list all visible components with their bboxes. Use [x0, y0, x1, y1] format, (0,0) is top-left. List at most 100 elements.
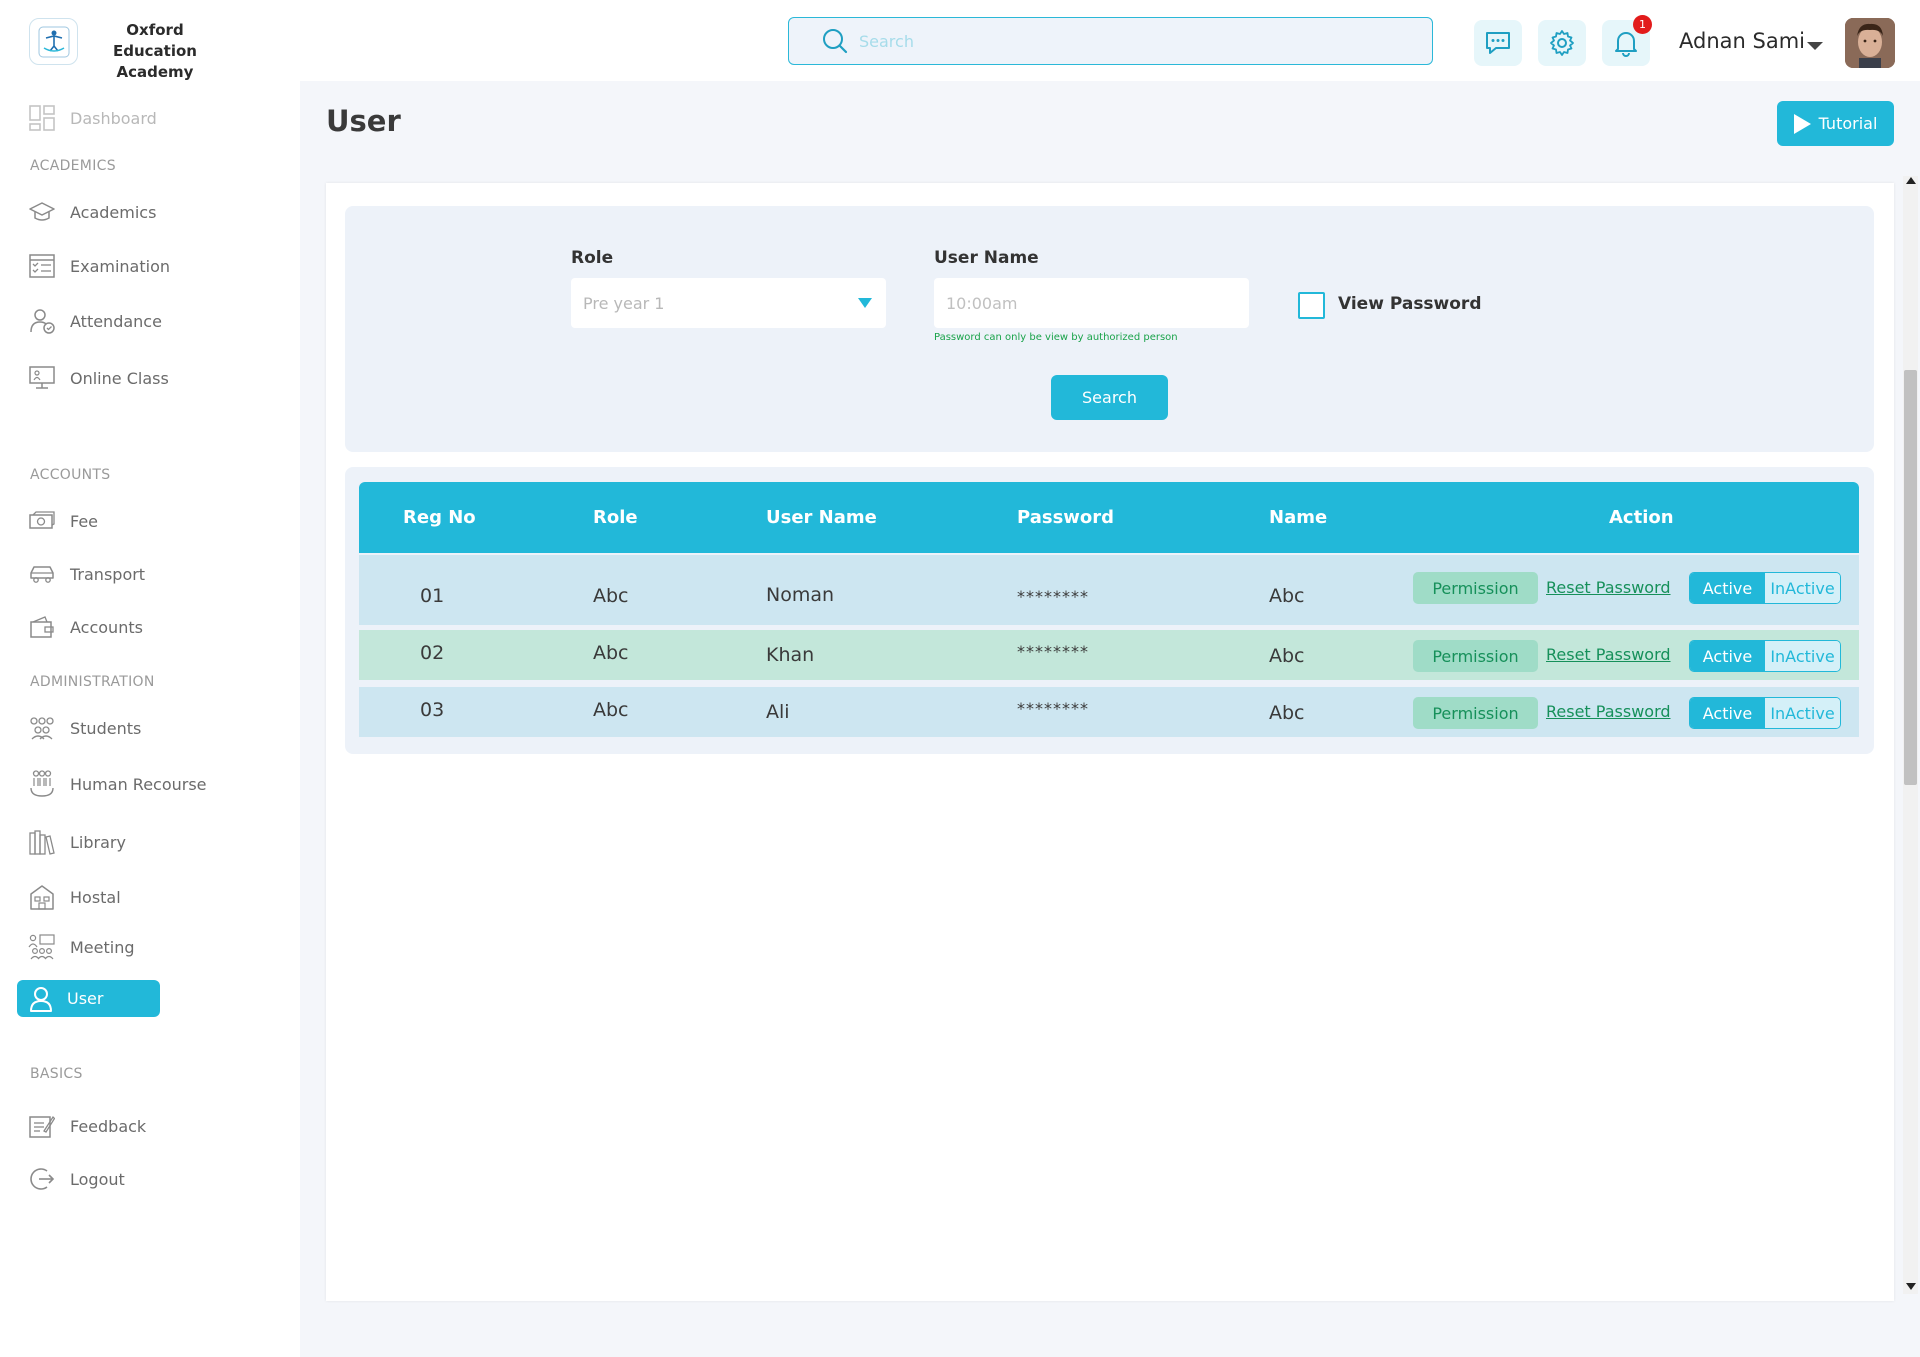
scroll-down-arrow-icon[interactable]: [1906, 1283, 1916, 1290]
chevron-down-icon[interactable]: [1807, 42, 1823, 50]
tutorial-button[interactable]: Tutorial: [1777, 101, 1894, 146]
sidebar-item-label: Online Class: [70, 368, 169, 388]
role-select-value: Pre year 1: [583, 293, 665, 313]
gear-icon: [1550, 30, 1574, 56]
avatar[interactable]: [1845, 18, 1895, 68]
sidebar-item-transport[interactable]: Transport: [28, 558, 145, 590]
sidebar-item-accounts[interactable]: Accounts: [28, 611, 143, 643]
caret-down-icon: [858, 298, 872, 308]
cell-reg-no: 03: [420, 699, 445, 721]
inactive-option[interactable]: InActive: [1765, 698, 1840, 728]
sidebar-item-label: Examination: [70, 256, 171, 276]
cell-role: Abc: [593, 699, 629, 721]
active-option[interactable]: Active: [1690, 698, 1765, 728]
inactive-option[interactable]: InActive: [1765, 573, 1840, 603]
search-button[interactable]: Search: [1051, 375, 1168, 420]
sidebar-item-feedback[interactable]: Feedback: [28, 1110, 146, 1142]
cell-reg-no: 01: [420, 585, 445, 607]
table-row: 01 Abc Noman ******** Abc Permission Res…: [359, 555, 1859, 625]
role-label: Role: [571, 248, 614, 268]
sidebar-item-label: Attendance: [70, 311, 162, 331]
permission-button[interactable]: Permission: [1413, 572, 1538, 604]
books-icon: [28, 828, 56, 856]
notifications-button[interactable]: 1: [1602, 15, 1652, 66]
settings-button[interactable]: [1538, 20, 1586, 66]
cell-name: Abc: [1269, 702, 1305, 724]
reset-password-link[interactable]: Reset Password: [1546, 578, 1671, 597]
sidebar-item-label: Meeting: [70, 937, 135, 957]
cell-user-name: Noman: [766, 584, 835, 606]
global-search[interactable]: [788, 17, 1433, 65]
exam-sheet-icon: [28, 252, 56, 280]
academy-name: Oxford Education Academy: [113, 21, 197, 81]
scroll-up-arrow-icon[interactable]: [1906, 177, 1916, 184]
username-input[interactable]: [934, 278, 1249, 328]
sidebar-item-library[interactable]: Library: [28, 826, 126, 858]
status-toggle[interactable]: Active InActive: [1689, 572, 1841, 604]
sidebar-item-label: Academics: [70, 202, 157, 222]
role-select[interactable]: Pre year 1: [571, 278, 886, 328]
active-option[interactable]: Active: [1690, 641, 1765, 671]
user-menu-name[interactable]: Adnan Sami: [1679, 29, 1805, 53]
tutorial-label: Tutorial: [1818, 114, 1878, 133]
permission-button[interactable]: Permission: [1413, 697, 1538, 729]
sidebar-item-students[interactable]: Students: [28, 712, 141, 744]
cell-password: ********: [1017, 699, 1089, 718]
cell-user-name: Khan: [766, 644, 815, 666]
search-input[interactable]: [859, 31, 1359, 51]
column-header: Action: [1609, 507, 1674, 528]
sidebar-item-fee[interactable]: Fee: [28, 505, 98, 537]
permission-button[interactable]: Permission: [1413, 640, 1538, 672]
table-row: 02 Abc Khan ******** Abc Permission Rese…: [359, 630, 1859, 680]
section-title-accounts: ACCOUNTS: [30, 467, 111, 483]
sidebar-item-hostal[interactable]: Hostal: [28, 881, 121, 913]
username-label: User Name: [934, 248, 1039, 268]
cell-password: ********: [1017, 642, 1089, 661]
section-title-administration: ADMINISTRATION: [30, 674, 155, 690]
column-header: User Name: [766, 507, 877, 528]
sidebar-item-meeting[interactable]: Meeting: [28, 931, 135, 963]
cell-reg-no: 02: [420, 642, 445, 664]
reset-password-link[interactable]: Reset Password: [1546, 645, 1671, 664]
cell-password: ********: [1017, 587, 1089, 606]
play-icon: [1793, 113, 1811, 134]
messages-button[interactable]: [1474, 20, 1522, 66]
chat-icon: [1486, 32, 1510, 54]
meeting-icon: [28, 933, 56, 961]
human-resource-icon: [28, 770, 56, 798]
reset-password-link[interactable]: Reset Password: [1546, 702, 1671, 721]
column-header: Role: [593, 507, 638, 528]
sidebar-item-label: Hostal: [70, 887, 121, 907]
cell-role: Abc: [593, 585, 629, 607]
graduation-cap-icon: [28, 198, 56, 226]
top-header: Oxford Education Academy 1 Adnan Sami: [0, 0, 1920, 81]
sidebar-item-user[interactable]: User: [17, 980, 160, 1017]
view-password-label[interactable]: View Password: [1338, 294, 1482, 314]
sidebar-item-dashboard[interactable]: Dashboard: [28, 102, 157, 134]
cell-name: Abc: [1269, 645, 1305, 667]
scrollbar-thumb[interactable]: [1904, 370, 1917, 785]
academy-logo[interactable]: [29, 18, 78, 65]
status-toggle[interactable]: Active InActive: [1689, 640, 1841, 672]
students-group-icon: [28, 714, 56, 742]
sidebar-item-online-class[interactable]: Online Class: [28, 362, 169, 394]
feedback-icon: [28, 1112, 56, 1140]
section-title-academics: ACADEMICS: [30, 158, 116, 174]
inactive-option[interactable]: InActive: [1765, 641, 1840, 671]
sidebar-item-logout[interactable]: Logout: [28, 1163, 125, 1195]
sidebar-item-attendance[interactable]: Attendance: [28, 305, 162, 337]
sidebar-item-label: Human Recourse: [70, 774, 207, 794]
logout-icon: [28, 1165, 56, 1193]
dashboard-icon: [28, 104, 56, 132]
status-toggle[interactable]: Active InActive: [1689, 697, 1841, 729]
sidebar-item-examination[interactable]: Examination: [28, 250, 170, 282]
view-password-checkbox[interactable]: [1298, 292, 1325, 319]
sidebar-item-label: User: [67, 989, 104, 1008]
active-option[interactable]: Active: [1690, 573, 1765, 603]
notification-count-badge: 1: [1633, 15, 1652, 34]
sidebar-item-label: Dashboard: [70, 108, 157, 128]
sidebar-item-human-resource[interactable]: Human Recourse: [28, 768, 207, 800]
sidebar-item-label: Logout: [70, 1169, 125, 1189]
user-icon: [29, 986, 53, 1012]
sidebar-item-academics[interactable]: Academics: [28, 196, 156, 228]
